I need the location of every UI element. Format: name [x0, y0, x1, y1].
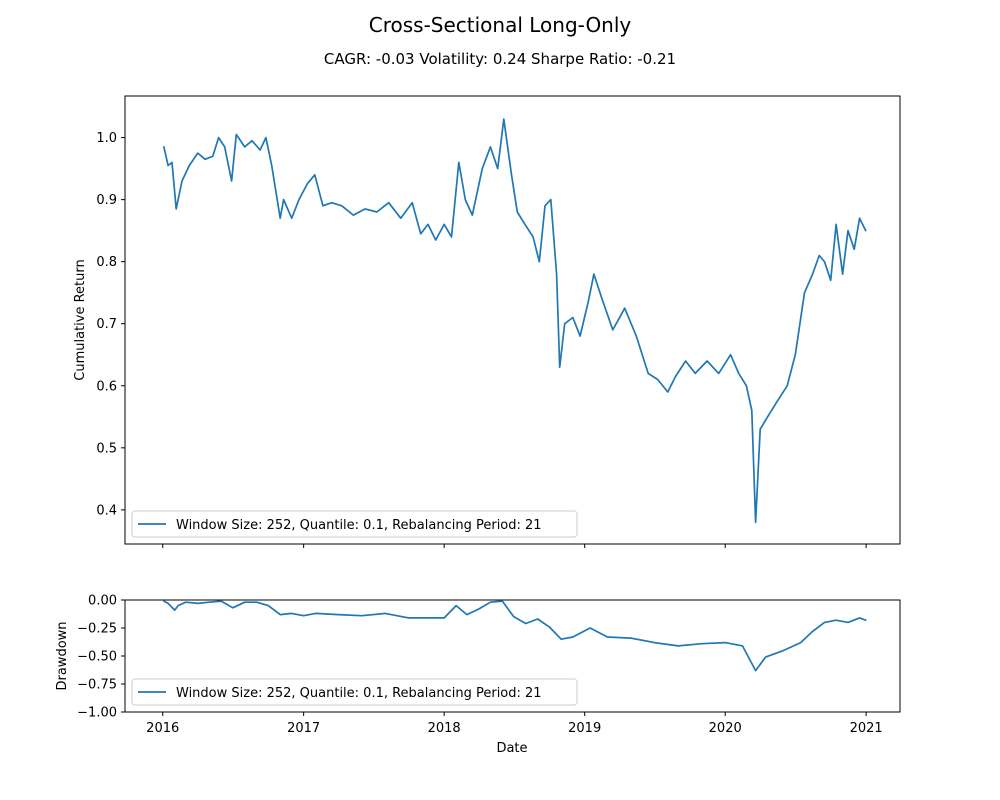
- drawdown-ylabel: Drawdown: [55, 621, 70, 690]
- drawdown-legend-box: [131, 678, 578, 706]
- drawdown-panel: Drawdown Date −1.00 −0.75 −0.50 −0.25 0.00 2…: [55, 594, 901, 756]
- drawdown-ytick-label: −0.25: [77, 622, 117, 637]
- drawdown-xtick-label: 2016: [146, 721, 179, 736]
- drawdown-ytick-label: 0.00: [88, 594, 117, 609]
- cumulative-return-legend-label: Window Size: 252, Quantile: 0.1, Rebalan…: [176, 518, 542, 533]
- drawdown-ytick-label: −1.00: [77, 706, 117, 721]
- drawdown-xtick-label: 2020: [709, 721, 742, 736]
- drawdown-xtick-label: 2019: [568, 721, 601, 736]
- cumulative-return-legend-box: [131, 510, 578, 538]
- drawdown-yticks: −1.00 −0.75 −0.50 −0.25 0.00: [77, 594, 125, 721]
- cumulative-return-ytick-label: 0.6: [96, 379, 117, 394]
- cumulative-return-panel: Cumulative Return 0.40.50.60.70.80.91.0 …: [73, 95, 901, 548]
- cumulative-return-ytick-label: 0.5: [96, 441, 117, 456]
- cumulative-return-line: [163, 118, 867, 524]
- drawdown-xlabel: Date: [496, 741, 527, 756]
- drawdown-xtick-label: 2021: [850, 721, 883, 736]
- cumulative-return-ytick-label: 0.9: [96, 193, 117, 208]
- cumulative-return-ytick-label: 0.4: [96, 503, 117, 518]
- cumulative-return-plot-frame: [124, 95, 901, 545]
- cumulative-return-ytick-label: 0.7: [96, 317, 117, 332]
- drawdown-legend-label: Window Size: 252, Quantile: 0.1, Rebalan…: [176, 686, 542, 701]
- cumulative-return-xticks: [162, 544, 867, 548]
- chart-title: Cross-Sectional Long-Only: [369, 13, 632, 37]
- cumulative-return-legend: Window Size: 252, Quantile: 0.1, Rebalan…: [131, 510, 578, 538]
- drawdown-ytick-label: −0.75: [77, 678, 117, 693]
- cumulative-return-ylabel: Cumulative Return: [73, 259, 88, 380]
- chart-subtitle: CAGR: -0.03 Volatility: 0.24 Sharpe Rati…: [324, 50, 676, 68]
- drawdown-line: [163, 600, 867, 672]
- drawdown-legend: Window Size: 252, Quantile: 0.1, Rebalan…: [131, 678, 578, 706]
- drawdown-xtick-label: 2017: [287, 721, 320, 736]
- cumulative-return-yticks: 0.4 0.5 0.6 0.7 0.8 0.9 1.0: [96, 131, 125, 518]
- drawdown-ytick-label: −0.50: [77, 650, 117, 665]
- cumulative-return-ytick-label: 0.8: [96, 255, 117, 270]
- cumulative-return-ytick-label: 1.0: [96, 131, 117, 146]
- drawdown-xticks: 2016 2017 2018 2019 2020 2021: [146, 712, 883, 736]
- drawdown-xtick-label: 2018: [428, 721, 461, 736]
